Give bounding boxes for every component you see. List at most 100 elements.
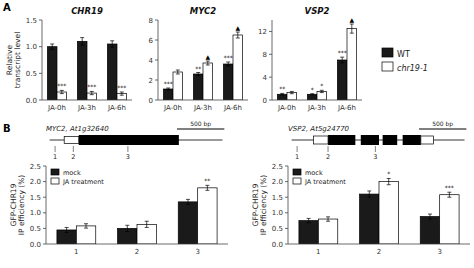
y-tick (39, 73, 42, 74)
text-line: IP efficiency (%) (17, 175, 26, 236)
error-bar (166, 88, 170, 90)
y-tick-label: 0.0 (272, 241, 283, 249)
y-tick (43, 166, 46, 167)
bar (379, 182, 398, 244)
x-axis (46, 244, 228, 245)
bars (277, 24, 356, 100)
utr (421, 136, 434, 144)
y-tick (43, 197, 46, 198)
bar (178, 202, 197, 244)
significance: * (387, 170, 390, 177)
scale-bar (419, 129, 466, 130)
bars (163, 32, 242, 100)
x-tick-label: 3 (437, 248, 441, 256)
error-bar (84, 224, 88, 228)
region-tick (328, 146, 329, 152)
y-tick-label: 2.5 (272, 163, 283, 171)
bar (233, 35, 243, 100)
error-bar (310, 94, 314, 95)
error-bar (186, 199, 190, 204)
y-axis (42, 20, 43, 100)
chart: 0.00.51.01.5*********JA-0hJA-3hJA-6hCHR1… (3, 2, 428, 112)
significance: ** (279, 85, 285, 92)
y-tick-label: 1.5 (30, 194, 41, 202)
y-tick-label: 1.5 (272, 194, 283, 202)
x-tick-label: JA-0h (277, 104, 296, 112)
bar (318, 219, 337, 244)
y-tick (155, 100, 158, 101)
y-axis-label: GFP-CHR19IP efficiency (%) (251, 175, 268, 236)
significance: ** (195, 65, 201, 72)
y-tick-label: 0 (149, 97, 153, 105)
error-bar (90, 91, 94, 94)
error-bar (65, 227, 69, 232)
y-tick-label: 2.0 (30, 178, 41, 186)
significance: *** (57, 82, 66, 89)
region-tick (73, 146, 74, 152)
error-bar (320, 90, 324, 92)
gene-label: MYC2, At1g32640 (46, 125, 109, 133)
x-tick-label: JA-6h (223, 104, 242, 112)
error-bar (196, 73, 200, 76)
gene-label: VSP2, At5g24770 (288, 125, 350, 133)
chart-title: CHR19 (71, 6, 103, 16)
error-bar (120, 92, 124, 95)
region-tick (297, 146, 298, 152)
y-axis-label: Relativetranscript level (5, 32, 22, 89)
y-tick-label: 1.0 (30, 209, 41, 217)
y-tick (269, 31, 272, 32)
panel-label: B (3, 123, 11, 134)
significance: ▲ (235, 24, 240, 31)
exon (361, 135, 379, 145)
significance: ▲ (349, 16, 354, 23)
text-line: IP efficiency (%) (259, 175, 268, 236)
bar (347, 29, 357, 100)
legend-label: WT (397, 50, 410, 59)
y-tick-label: 12 (258, 28, 267, 36)
legend: mockJA treatment (293, 169, 346, 186)
y-tick (43, 228, 46, 229)
x-tick-label: 1 (316, 248, 320, 256)
y-axis (288, 166, 289, 244)
error-bar (280, 93, 284, 95)
y-tick-label: 4 (149, 57, 154, 65)
y-tick (285, 244, 288, 245)
error-bar (176, 70, 180, 74)
bar (337, 60, 347, 100)
significance: *** (117, 84, 126, 91)
bar (420, 217, 439, 244)
y-axis-label: GFP-CHR19IP efficiency (%) (9, 175, 26, 236)
scale-bar (177, 129, 224, 130)
y-tick-label: 0.5 (30, 225, 41, 233)
significance: *** (224, 54, 233, 61)
y-tick (39, 20, 42, 21)
significance: * (320, 82, 323, 89)
legend: mockJA treatment (51, 169, 104, 186)
bar (440, 195, 459, 244)
y-tick-label: 1.0 (26, 43, 37, 51)
gene-diagram: MYC2, At1g32640500 bp123 (46, 120, 224, 161)
chart-title: VSP2 (305, 6, 330, 16)
y-axis (158, 20, 159, 100)
legend-swatch (51, 178, 59, 184)
y-tick (39, 46, 42, 47)
x-tick-label: JA-3h (77, 104, 96, 112)
x-axis (288, 244, 470, 245)
region-label: 3 (373, 153, 377, 161)
region-tick (127, 146, 128, 152)
x-tick-label: JA-6h (107, 104, 126, 112)
scale-label: 500 bp (432, 120, 453, 128)
error-bar (206, 61, 210, 65)
y-tick-label: 0.0 (26, 97, 37, 105)
y-tick (43, 181, 46, 182)
y-tick (269, 54, 272, 55)
y-tick (43, 244, 46, 245)
significance: ▲ (205, 53, 210, 60)
y-tick-label: 1.5 (26, 17, 37, 25)
y-tick (285, 212, 288, 213)
y-tick (155, 40, 158, 41)
bars (299, 178, 459, 244)
error-bar (428, 214, 432, 219)
x-axis (158, 100, 248, 101)
x-tick-label: JA-3h (307, 104, 326, 112)
